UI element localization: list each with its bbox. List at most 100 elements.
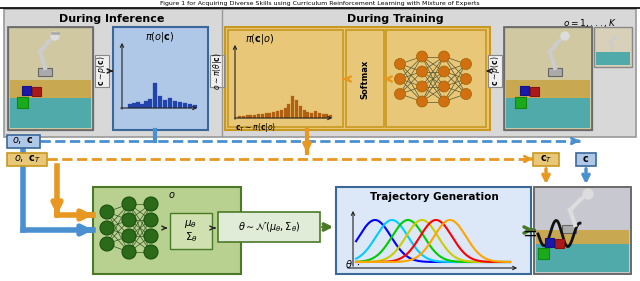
- Circle shape: [438, 66, 449, 77]
- Bar: [594, 27, 632, 67]
- Bar: [136, 102, 140, 108]
- Text: $\mathbf{c}_T\sim\pi(\mathbf{c}|o)$: $\mathbf{c}_T\sim\pi(\mathbf{c}|o)$: [235, 121, 276, 133]
- Bar: [168, 98, 172, 108]
- Circle shape: [561, 32, 569, 40]
- Bar: [307, 112, 309, 118]
- Bar: [295, 100, 298, 118]
- Bar: [548, 68, 562, 76]
- Text: $\mu_\theta$: $\mu_\theta$: [184, 218, 198, 230]
- Circle shape: [438, 51, 449, 62]
- Text: $o,\ \mathbf{c}$: $o,\ \mathbf{c}$: [12, 135, 33, 146]
- Text: $\Sigma_\theta$: $\Sigma_\theta$: [184, 230, 198, 244]
- Text: $\mathbf{c}\sim p(\mathbf{c})$: $\mathbf{c}\sim p(\mathbf{c})$: [95, 56, 109, 86]
- Bar: [193, 105, 196, 108]
- Bar: [291, 96, 294, 118]
- Circle shape: [461, 74, 472, 85]
- Circle shape: [417, 81, 428, 92]
- Circle shape: [122, 245, 136, 259]
- Circle shape: [144, 229, 158, 243]
- Circle shape: [144, 245, 158, 259]
- Bar: [10, 80, 91, 98]
- Bar: [488, 55, 502, 87]
- Bar: [38, 68, 52, 76]
- Text: $\mathbf{c}$: $\mathbf{c}$: [582, 154, 589, 164]
- Bar: [17, 97, 28, 108]
- Bar: [93, 187, 241, 274]
- Bar: [95, 55, 109, 87]
- Bar: [218, 212, 320, 242]
- Circle shape: [144, 197, 158, 211]
- Bar: [336, 187, 531, 274]
- Bar: [534, 187, 631, 274]
- Text: $o$: $o$: [168, 190, 176, 200]
- Bar: [148, 99, 152, 108]
- Bar: [322, 114, 324, 118]
- Circle shape: [438, 96, 449, 107]
- Bar: [536, 230, 629, 272]
- Circle shape: [122, 229, 136, 243]
- Bar: [158, 96, 161, 108]
- Bar: [183, 103, 186, 108]
- Circle shape: [438, 81, 449, 92]
- Circle shape: [100, 237, 114, 251]
- Bar: [257, 114, 260, 118]
- Bar: [228, 30, 343, 127]
- Bar: [386, 30, 486, 127]
- Circle shape: [461, 89, 472, 99]
- Circle shape: [417, 96, 428, 107]
- Bar: [272, 112, 275, 118]
- Bar: [225, 27, 490, 130]
- Circle shape: [461, 58, 472, 69]
- Text: During Inference: During Inference: [60, 14, 164, 24]
- Text: $\pi(\mathbf{c}|o)$: $\pi(\mathbf{c}|o)$: [245, 32, 275, 46]
- Bar: [261, 114, 264, 118]
- Bar: [32, 87, 41, 96]
- Bar: [346, 30, 384, 127]
- Bar: [8, 27, 93, 130]
- Bar: [153, 83, 157, 108]
- Text: $\pi(o|\mathbf{c})$: $\pi(o|\mathbf{c})$: [145, 30, 175, 44]
- Bar: [188, 104, 191, 108]
- Bar: [253, 115, 256, 118]
- Bar: [287, 104, 291, 118]
- Circle shape: [100, 221, 114, 235]
- Bar: [268, 113, 271, 118]
- Bar: [299, 106, 302, 118]
- Bar: [173, 101, 177, 108]
- Bar: [562, 225, 576, 233]
- Circle shape: [100, 205, 114, 219]
- Bar: [318, 113, 321, 118]
- Bar: [113, 27, 208, 130]
- Bar: [170, 213, 212, 249]
- Text: $\theta\sim\mathcal{N}(\mu_\theta,\Sigma_\theta)$: $\theta\sim\mathcal{N}(\mu_\theta,\Sigma…: [238, 220, 300, 234]
- Text: Trajectory Generation: Trajectory Generation: [370, 192, 499, 202]
- Bar: [128, 104, 131, 108]
- Bar: [132, 103, 136, 108]
- Bar: [7, 135, 40, 148]
- Bar: [530, 87, 539, 96]
- Bar: [246, 115, 248, 118]
- Bar: [250, 115, 252, 118]
- Bar: [280, 110, 283, 118]
- Circle shape: [394, 58, 406, 69]
- Bar: [545, 238, 554, 247]
- Circle shape: [122, 213, 136, 227]
- Bar: [520, 86, 529, 95]
- Bar: [325, 114, 328, 118]
- Bar: [303, 110, 306, 118]
- Text: Softmax: Softmax: [360, 59, 369, 99]
- Text: $\theta\ \cdot$: $\theta\ \cdot$: [345, 258, 360, 270]
- Bar: [506, 80, 590, 98]
- Bar: [276, 111, 279, 118]
- Text: $o,\ \mathbf{c}_T$: $o,\ \mathbf{c}_T$: [13, 153, 40, 165]
- Bar: [310, 113, 313, 118]
- Bar: [178, 102, 182, 108]
- Bar: [284, 108, 287, 118]
- Text: $o\sim\pi(\theta|\mathbf{c})$: $o\sim\pi(\theta|\mathbf{c})$: [211, 52, 223, 90]
- Bar: [10, 80, 91, 128]
- Circle shape: [394, 89, 406, 99]
- Bar: [515, 97, 526, 108]
- Bar: [22, 86, 31, 95]
- Circle shape: [583, 189, 593, 199]
- Text: =: =: [522, 225, 538, 243]
